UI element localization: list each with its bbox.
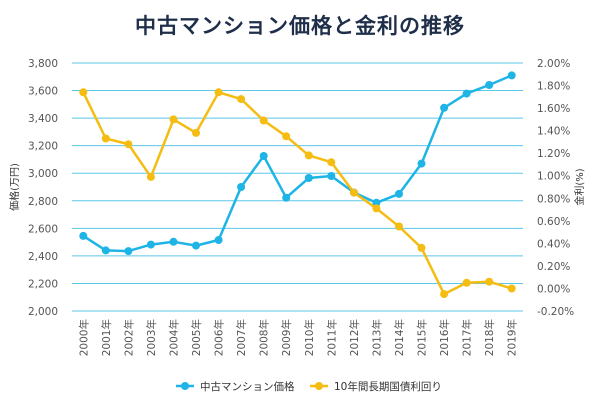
data-point <box>417 243 426 252</box>
x-tick-label: 2000年 <box>77 319 90 356</box>
data-point <box>440 290 449 299</box>
data-point <box>169 237 178 246</box>
right-tick-label: 1.80% <box>537 81 570 93</box>
data-point <box>124 247 133 256</box>
data-point <box>507 284 516 293</box>
x-tick-label: 2012年 <box>348 319 361 356</box>
data-point <box>349 188 358 197</box>
series-layer <box>79 71 516 299</box>
data-point <box>259 152 268 160</box>
data-point <box>214 236 223 244</box>
data-point <box>462 278 471 287</box>
x-tick-label: 2019年 <box>506 319 519 356</box>
left-tick-label: 2,000 <box>28 306 58 318</box>
data-point <box>304 174 313 182</box>
data-point <box>485 81 494 89</box>
x-tick-label: 2001年 <box>100 319 113 356</box>
right-tick-label: 0.00% <box>537 283 570 295</box>
x-tick-label: 2009年 <box>280 319 293 356</box>
right-axis-label: 金利(%) <box>573 168 586 205</box>
x-tick-label: 2005年 <box>190 319 203 356</box>
data-point <box>485 277 494 286</box>
data-point <box>169 115 178 124</box>
data-point <box>101 134 110 143</box>
x-tick-label: 2006年 <box>213 319 226 356</box>
data-point <box>417 159 426 168</box>
data-point <box>507 71 516 80</box>
x-tick-label: 2004年 <box>167 319 180 356</box>
right-tick-label: 2.00% <box>537 58 570 70</box>
x-tick-label: 2002年 <box>122 319 135 356</box>
x-tick-label: 2015年 <box>416 319 429 356</box>
left-tick-label: 3,600 <box>28 86 58 98</box>
left-axis-ticks: 2,000 2,200 2,400 2,600 2,800 3,000 3,200 3,400… <box>28 58 58 318</box>
left-tick-label: 2,400 <box>28 251 58 263</box>
data-point <box>146 240 155 249</box>
data-point <box>462 89 471 98</box>
left-tick-label: 3,400 <box>28 113 58 125</box>
series-line-0 <box>82 74 513 253</box>
right-tick-label: 0.60% <box>537 216 570 228</box>
left-tick-label: 3,000 <box>28 168 58 180</box>
right-tick-label: 1.60% <box>537 103 570 115</box>
left-axis-label: 価格(万円) <box>8 163 21 211</box>
data-point <box>304 151 313 160</box>
x-tick-label: 2011年 <box>325 319 338 356</box>
left-tick-label: 3,200 <box>28 141 58 153</box>
chart-title: 中古マンション価格と金利の推移 <box>135 14 465 38</box>
data-point <box>192 128 200 137</box>
x-tick-label: 2013年 <box>370 319 383 356</box>
data-point <box>395 189 403 198</box>
legend-marker <box>315 382 323 390</box>
data-point <box>101 246 110 255</box>
x-tick-label: 2018年 <box>483 319 496 356</box>
x-tick-label: 2008年 <box>258 319 271 356</box>
data-point <box>282 132 291 141</box>
x-tick-label: 2016年 <box>438 319 451 356</box>
x-tick-label: 2014年 <box>393 319 406 356</box>
right-tick-label: 0.80% <box>537 193 570 205</box>
legend-entry: 中古マンション価格 <box>200 380 295 393</box>
data-point <box>327 158 336 167</box>
data-point <box>214 88 223 97</box>
data-point <box>259 116 268 125</box>
left-tick-label: 3,800 <box>28 58 58 70</box>
grid-lines <box>72 62 523 312</box>
right-tick-label: 0.20% <box>537 261 570 273</box>
right-tick-label: 1.00% <box>537 171 570 183</box>
legend: 中古マンション価格 10年間長期国債利回り <box>176 380 442 393</box>
series-line-1 <box>82 91 513 296</box>
data-point <box>372 198 381 207</box>
left-tick-label: 2,600 <box>28 223 58 235</box>
data-point <box>282 193 291 202</box>
data-point <box>124 140 133 149</box>
legend-marker <box>181 382 189 390</box>
x-tick-label: 2017年 <box>461 319 474 356</box>
data-point <box>237 95 246 104</box>
legend-entry: 10年間長期国債利回り <box>334 380 442 393</box>
x-tick-label: 2010年 <box>303 319 316 356</box>
left-tick-label: 2,200 <box>28 278 58 290</box>
left-tick-label: 2,800 <box>28 196 58 208</box>
data-point <box>440 103 449 112</box>
right-axis-ticks: -0.20% 0.00% 0.20% 0.40% 0.60% 0.80% 1.00% 1.20… <box>537 58 574 318</box>
data-point <box>79 88 88 97</box>
x-axis-ticks: 2000年 2001年 2002年 2003年 2004年 2005年 2006年 2007年… <box>77 319 518 356</box>
data-point <box>192 241 200 250</box>
x-tick-label: 2003年 <box>145 319 158 356</box>
right-tick-label: 1.20% <box>537 148 570 160</box>
data-point <box>146 172 155 181</box>
right-tick-label: 1.40% <box>537 126 570 138</box>
right-tick-label: 0.40% <box>537 238 570 250</box>
x-tick-label: 2007年 <box>235 319 248 356</box>
data-point <box>237 183 246 191</box>
data-point <box>327 172 336 180</box>
data-point <box>372 204 381 213</box>
data-point <box>395 222 403 231</box>
right-tick-label: -0.20% <box>537 306 574 318</box>
data-point <box>79 231 88 240</box>
